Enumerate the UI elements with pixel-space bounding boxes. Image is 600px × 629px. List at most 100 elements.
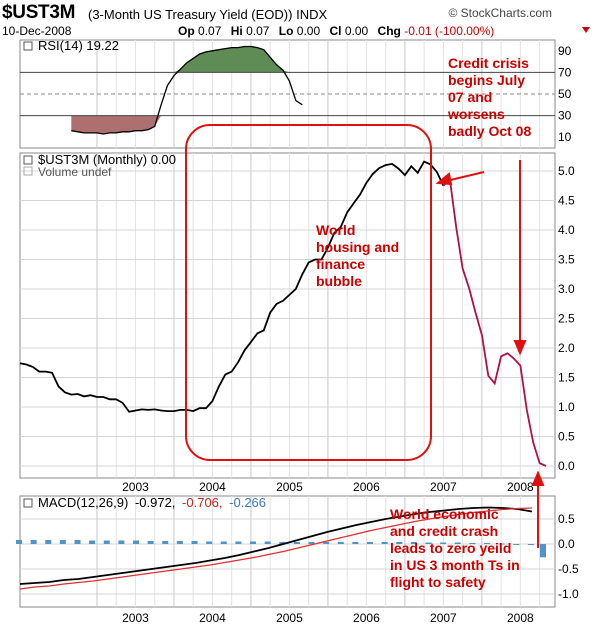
price-tick-label: 3.0 — [558, 282, 575, 296]
macd-histogram-bar — [250, 541, 257, 544]
macd-histogram-bar — [59, 540, 66, 544]
price-tick-label: 3.5 — [558, 253, 575, 267]
macd-histogram-bar — [162, 541, 169, 544]
macd-legend: MACD(12,26,9) -0.972, -0.706, -0.266 — [38, 495, 266, 510]
price-tick-label: 4.0 — [558, 223, 575, 237]
price-legend: $UST3M (Monthly) 0.00 — [38, 152, 176, 167]
macd-x-label: 2007 — [430, 611, 457, 625]
annotation-housing-bubble: World housing and finance bubble — [316, 222, 400, 289]
macd-histogram-bar — [527, 544, 534, 545]
macd-x-label: 2006 — [353, 611, 380, 625]
macd-histogram-bar — [381, 542, 388, 544]
macd-histogram-bar — [279, 542, 286, 544]
rsi-tick-label: 50 — [558, 87, 572, 101]
dropdown-arrow-icon[interactable] — [582, 27, 590, 33]
macd-histogram-bar — [147, 541, 154, 544]
annotation-credit-crisis: Credit crisis begins July 07 and worsens… — [448, 55, 532, 139]
macd-histogram-bar — [337, 542, 344, 544]
macd-x-label: 2004 — [199, 611, 226, 625]
bubble-highlight-box — [185, 124, 432, 461]
macd-histogram-bar — [469, 543, 476, 544]
price-line — [19, 160, 445, 413]
price-tick-label: 0.0 — [558, 459, 575, 473]
price-x-label: 2005 — [276, 480, 303, 494]
macd-histogram — [16, 540, 546, 558]
zero-yield-arrowhead — [531, 470, 545, 486]
macd-histogram-bar — [410, 542, 417, 544]
macd-histogram-bar — [308, 542, 315, 544]
ohlc-readout: Op 0.07 Hi 0.07 Lo 0.00 Cl 0.00 Chg -0.0… — [178, 24, 495, 38]
macd-histogram-bar — [264, 541, 271, 544]
macd-histogram-bar — [176, 541, 183, 544]
symbol-title: $UST3M — [2, 2, 76, 23]
price-tick-label: 2.5 — [558, 312, 575, 326]
volume-legend-swatch — [23, 166, 33, 176]
rsi-overbought-fill — [71, 46, 303, 73]
macd-histogram-bar — [440, 542, 447, 544]
annotation-shapes — [185, 124, 545, 548]
oct08-arrowhead — [513, 340, 527, 356]
annotation-zero-yield: World economic and credit crash leads to… — [390, 506, 520, 590]
macd-histogram-bar — [454, 542, 461, 544]
rsi-tick-label: 70 — [558, 65, 572, 79]
chart-header: $UST3M (3-Month US Treasury Yield (EOD))… — [0, 0, 600, 40]
rsi-panel: 90 70 50 30 10 RSI(14) 19.22 — [19, 38, 572, 149]
macd-histogram-bar — [45, 540, 52, 544]
rsi-oversold-fill — [71, 115, 303, 134]
date-label: 10-Dec-2008 — [2, 24, 72, 38]
price-x-label: 2008 — [507, 480, 534, 494]
macd-histogram-bar — [323, 542, 330, 544]
macd-histogram-bar — [352, 542, 359, 544]
macd-histogram-bar — [191, 541, 198, 544]
macd-panel: 0.50.0-0.5-1.0 2003 2004 2005 2006 2007 2008 … — [16, 495, 579, 625]
macd-histogram-bar — [540, 544, 546, 558]
macd-histogram-bar — [367, 542, 374, 544]
macd-histogram-bar — [74, 540, 81, 544]
rsi-line — [71, 45, 303, 135]
credit-crisis-arrowhead — [435, 172, 453, 186]
symbol-name: (3-Month US Treasury Yield (EOD)) INDX — [88, 7, 328, 22]
macd-x-label: 2008 — [507, 611, 534, 625]
rsi-tick-label: 10 — [558, 130, 572, 144]
price-tick-label: 5.0 — [558, 164, 575, 178]
macd-tick-label: -0.5 — [558, 562, 579, 576]
macd-tick-label: -1.0 — [558, 587, 579, 601]
price-x-label: 2006 — [353, 480, 380, 494]
price-line-decline — [442, 176, 547, 467]
rsi-tick-label: 30 — [558, 109, 572, 123]
macd-histogram-bar — [498, 543, 505, 545]
macd-histogram-bar — [513, 544, 520, 545]
price-x-label: 2007 — [430, 480, 457, 494]
macd-histogram-bar — [484, 543, 491, 544]
macd-x-label: 2005 — [276, 611, 303, 625]
macd-histogram-bar — [396, 542, 403, 544]
macd-histogram-bar — [220, 541, 227, 544]
macd-tick-label: 0.0 — [558, 537, 575, 551]
macd-line — [19, 506, 533, 585]
macd-signal-line — [19, 507, 532, 590]
macd-histogram-bar — [30, 540, 37, 544]
macd-x-label: 2003 — [122, 611, 149, 625]
rsi-legend: RSI(14) 19.22 — [38, 38, 119, 53]
rsi-tick-label: 90 — [558, 44, 572, 58]
price-tick-label: 2.0 — [558, 341, 575, 355]
brand-watermark: © StockCharts.com — [448, 6, 552, 20]
macd-histogram-bar — [425, 542, 432, 544]
macd-histogram-bar — [133, 540, 140, 544]
rsi-legend-swatch — [23, 41, 33, 51]
price-tick-label: 1.0 — [558, 400, 575, 414]
macd-histogram-bar — [118, 540, 125, 544]
macd-histogram-bar — [235, 541, 242, 544]
macd-legend-swatch — [23, 498, 33, 508]
macd-tick-label: 0.5 — [558, 512, 575, 526]
price-tick-label: 1.5 — [558, 371, 575, 385]
volume-legend: Volume undef — [38, 165, 112, 179]
price-panel: 5.0 4.5 4.0 3.5 3.0 2.5 2.0 1.5 1.0 0.5 0.0 2003 20… — [19, 152, 575, 494]
price-x-label: 2004 — [199, 480, 226, 494]
price-tick-label: 0.5 — [558, 430, 575, 444]
macd-histogram-bar — [16, 540, 22, 544]
macd-histogram-bar — [206, 541, 213, 544]
macd-histogram-bar — [293, 542, 300, 544]
price-legend-swatch — [23, 155, 33, 165]
